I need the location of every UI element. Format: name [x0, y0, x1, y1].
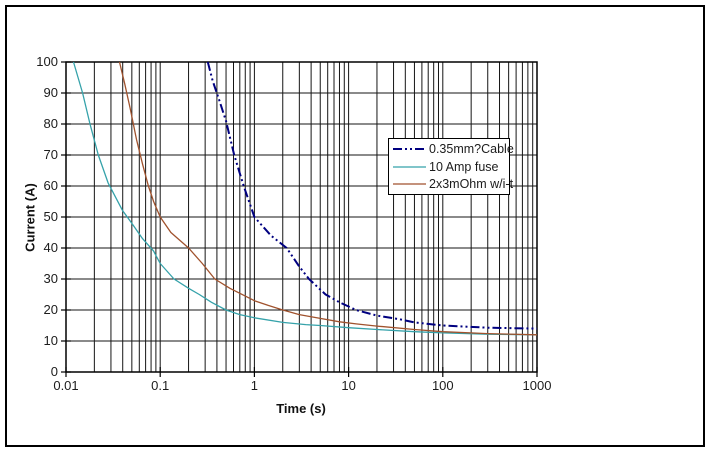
image-border [5, 5, 705, 447]
y-tick-label: 40 [43, 240, 58, 255]
y-tick-label: 50 [43, 209, 58, 224]
x-tick-label: 0.1 [151, 378, 170, 393]
legend-item: 10 Amp fuse [393, 158, 509, 176]
legend-item: 0.35mm?Cable [393, 140, 514, 158]
y-tick-label: 80 [43, 116, 58, 131]
x-tick-label: 1 [250, 378, 258, 393]
curve-10-amp-fuse [72, 61, 538, 336]
y-tick-label: 10 [43, 333, 58, 348]
x-tick-label: 100 [431, 378, 454, 393]
legend-label: 2x3mOhm w/i-t [429, 177, 514, 192]
curve-0-35mm-cable [206, 61, 538, 330]
curve-2x3mohm-w-i-t [118, 61, 538, 336]
legend-swatch-line [393, 165, 426, 168]
legend-swatch-line [393, 147, 426, 150]
legend-swatch-line [393, 183, 426, 185]
x-tick-label: 0.01 [53, 378, 79, 393]
y-tick-label: 60 [43, 178, 58, 193]
gridlines-horizontal [66, 61, 537, 373]
legend-label: 0.35mm?Cable [429, 141, 514, 156]
x-tick-label: 1000 [522, 378, 552, 393]
axis-ticks [61, 61, 538, 377]
y-tick-label: 90 [43, 85, 58, 100]
legend-label: 10 Amp fuse [429, 159, 499, 174]
y-tick-label: 70 [43, 147, 58, 162]
y-tick-label: 100 [36, 54, 58, 69]
x-axis-title: Time (s) [276, 401, 326, 416]
y-tick-label: 20 [43, 302, 58, 317]
y-tick-label: 0 [50, 364, 58, 379]
legend: 0.35mm?Cable 10 Amp fuse 2x3mOhm w/i-t [388, 138, 514, 195]
y-tick-label: 30 [43, 271, 58, 286]
x-tick-label: 10 [341, 378, 356, 393]
legend-item: 2x3mOhm w/i-t [393, 175, 513, 193]
